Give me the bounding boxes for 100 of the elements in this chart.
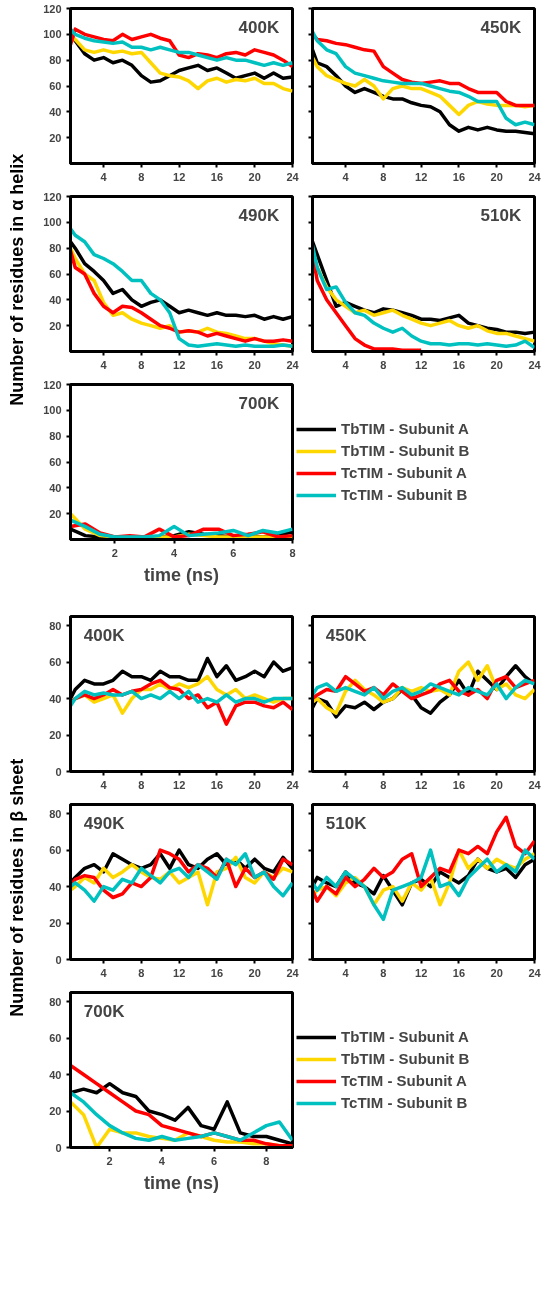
x-tick-label: 8 [380,358,387,371]
legend-label: TcTIM - Subunit B [341,1094,468,1111]
x-tick-label: 16 [452,966,466,979]
y-tick-label: 80 [49,619,62,632]
x-tick-label: 16 [452,358,466,371]
y-tick-label: 20 [49,729,62,742]
y-tick-label: 20 [49,917,62,930]
x-tick-label: 4 [100,358,108,371]
x-tick-label: 4 [342,966,350,979]
x-tick-label: 20 [490,966,503,979]
y-tick-label: 20 [49,131,62,144]
x-tick-label: 8 [138,170,145,183]
y-tick-label: 80 [49,242,62,255]
y-tick-label: 80 [49,995,62,1008]
x-tick-label: 4 [100,778,108,791]
y-tick-label: 120 [43,2,62,15]
line-series [70,689,293,708]
legend-label: TbTIM - Subunit A [341,420,469,437]
y-tick-label: 20 [49,507,62,520]
x-tick-label: 24 [286,358,300,371]
x-tick-label: 12 [415,170,428,183]
x-axis-title: time (ns) [144,1172,220,1193]
line-series [70,227,293,349]
y-tick-label: 20 [49,319,62,332]
x-tick-label: 16 [210,170,224,183]
text: 700K [238,393,280,413]
x-tick-label: 8 [138,778,145,791]
y-tick-label: 0 [55,953,62,966]
y-tick-label: 40 [49,692,62,705]
x-tick-label: 16 [210,358,224,371]
x-tick-label: 2 [111,546,118,559]
x-tick-label: 12 [415,966,428,979]
y-axis-title: Number of residues in α helix [7,153,27,406]
y-tick-label: 60 [49,268,62,280]
legend-label: TcTIM - Subunit A [341,464,467,481]
y-tick-label: 0 [55,765,62,778]
x-tick-label: 20 [490,170,503,183]
text: 510K [325,813,368,833]
x-tick-label: 8 [289,546,296,559]
x-tick-label: 12 [415,358,428,371]
text: 510K [480,205,522,225]
y-tick-label: 0 [55,1141,62,1154]
y-tick-label: 60 [49,844,62,857]
y-tick-label: 80 [49,54,62,67]
text: 490K [83,813,126,833]
y-tick-label: 100 [43,28,62,41]
y-tick-label: 60 [49,656,62,669]
text: 700K [83,1001,126,1021]
x-tick-label: 4 [100,170,108,183]
x-tick-label: 8 [380,966,387,979]
x-tick-label: 12 [173,358,186,371]
text: 400K [238,17,280,37]
x-tick-label: 8 [380,778,387,791]
x-tick-label: 24 [286,778,300,791]
text: 450K [325,625,368,645]
y-tick-label: 100 [43,404,62,417]
x-tick-label: 20 [248,170,261,183]
y-tick-label: 120 [43,190,62,203]
text: 450K [480,17,522,37]
x-tick-label: 4 [342,170,350,183]
y-tick-label: 40 [49,105,62,118]
y-tick-label: 40 [49,1068,62,1081]
legend-label: TbTIM - Subunit B [341,1050,470,1067]
text: 400K [83,625,126,645]
x-tick-label: 12 [173,966,186,979]
x-tick-label: 20 [490,778,503,791]
x-tick-label: 2 [106,1154,113,1167]
x-tick-label: 12 [415,778,428,791]
x-tick-label: 8 [263,1154,270,1167]
x-tick-label: 4 [171,546,179,559]
text: 490K [238,205,280,225]
y-axis-title: Number of residues in β sheet [7,758,27,1017]
x-tick-label: 4 [342,358,350,371]
x-tick-label: 20 [490,358,503,371]
x-tick-label: 6 [230,546,237,559]
x-tick-label: 16 [210,966,224,979]
x-tick-label: 20 [248,358,261,371]
x-tick-label: 4 [158,1154,166,1167]
x-tick-label: 24 [528,778,542,791]
x-tick-label: 20 [248,966,261,979]
y-tick-label: 20 [49,1105,62,1118]
y-tick-label: 60 [49,80,62,92]
y-tick-label: 120 [43,378,62,391]
legend-label: TcTIM - Subunit B [341,486,468,503]
x-tick-label: 8 [380,170,387,183]
x-tick-label: 12 [173,778,186,791]
line-series [70,1091,293,1142]
x-tick-label: 20 [248,778,261,791]
x-tick-label: 8 [138,358,145,371]
y-tick-label: 80 [49,807,62,820]
x-tick-label: 24 [528,966,542,979]
y-tick-label: 60 [49,456,62,468]
x-tick-label: 12 [173,170,186,183]
x-tick-label: 16 [210,778,224,791]
x-tick-label: 24 [528,358,542,371]
x-tick-label: 24 [528,170,542,183]
x-tick-label: 16 [452,170,466,183]
x-axis-title: time (ns) [144,564,220,585]
y-tick-label: 100 [43,216,62,229]
x-tick-label: 8 [138,966,145,979]
